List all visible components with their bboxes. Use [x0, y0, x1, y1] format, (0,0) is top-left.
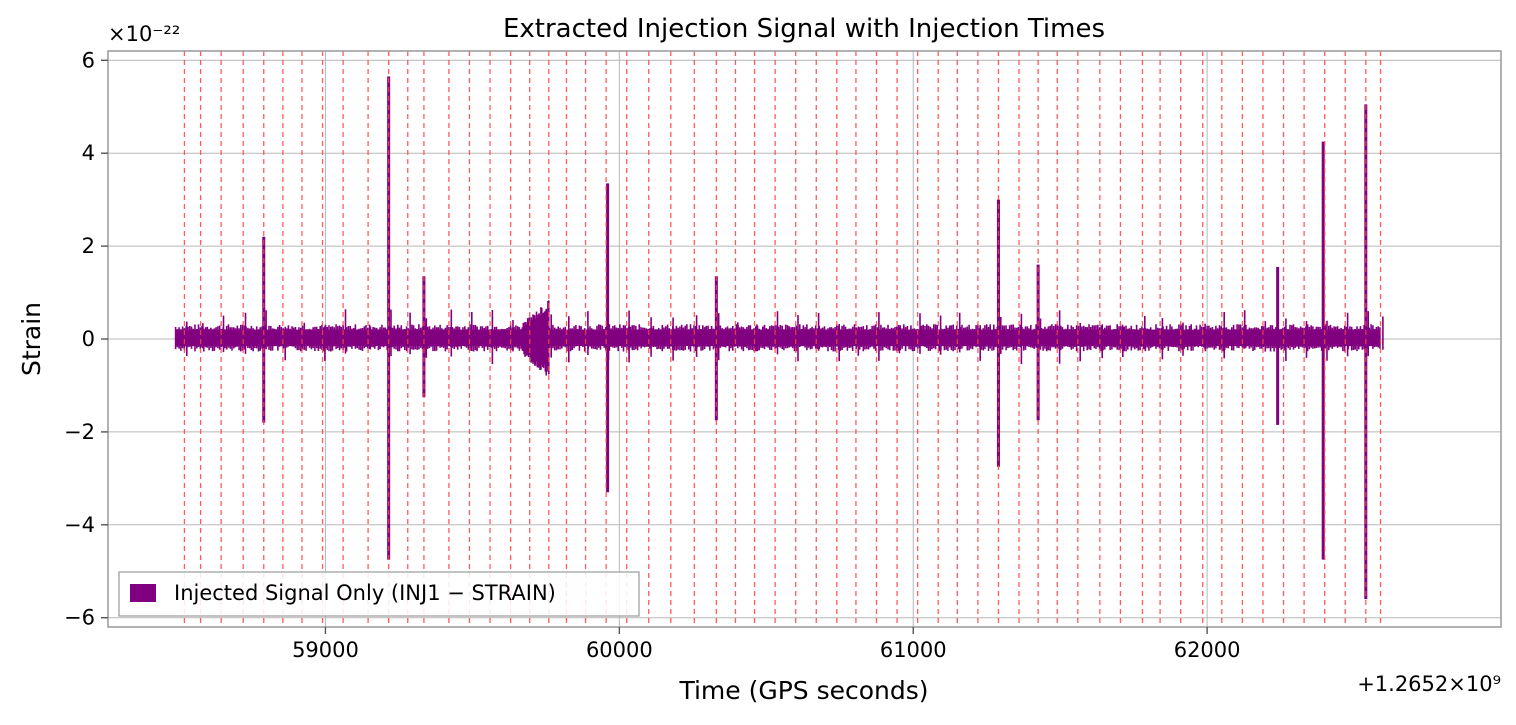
injection-lines — [183, 51, 1382, 627]
y-scale-exponent: ×10⁻²² — [108, 22, 180, 46]
y-axis-label: Strain — [17, 302, 46, 376]
x-tick-label: 61000 — [880, 638, 947, 662]
x-tick-label: 62000 — [1174, 638, 1241, 662]
chart-title: Extracted Injection Signal with Injectio… — [503, 14, 1105, 44]
axis-ticks: −6 −4 −2 0 2 4 6 59000 60000 61000 62000 — [64, 48, 1240, 662]
y-tick-label: 4 — [82, 141, 95, 165]
x-tick-label: 59000 — [292, 638, 359, 662]
y-tick-label: 0 — [82, 327, 95, 351]
y-tick-label: 6 — [82, 48, 95, 72]
x-axis-label: Time (GPS seconds) — [678, 676, 928, 705]
signal-noise — [174, 309, 1384, 365]
y-tick-label: −6 — [64, 606, 95, 630]
y-tick-label: −4 — [64, 513, 95, 537]
y-tick-label: 2 — [82, 234, 95, 258]
legend-box — [118, 571, 640, 617]
x-offset-text: +1.2652×10⁹ — [1357, 672, 1501, 696]
y-tick-label: −2 — [64, 420, 95, 444]
legend-swatch — [130, 584, 156, 602]
signal-noise-burst — [521, 300, 550, 376]
legend: Injected Signal Only (INJ1 − STRAIN) — [118, 571, 640, 617]
x-tick-label: 60000 — [586, 638, 653, 662]
legend-label: Injected Signal Only (INJ1 − STRAIN) — [174, 581, 556, 605]
